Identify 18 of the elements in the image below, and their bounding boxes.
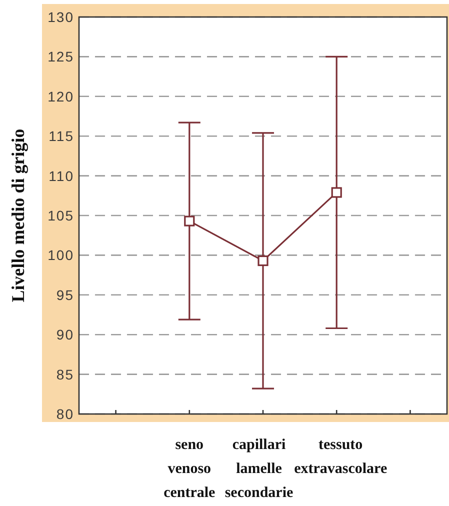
y-tick-label: 105: [48, 208, 74, 224]
y-tick-label: 130: [48, 9, 74, 26]
point: [258, 255, 268, 266]
x-tick-label: tessuto extravascolare: [294, 437, 388, 477]
x-tick-label: seno venoso centrale: [164, 437, 216, 501]
point: [331, 187, 342, 198]
y-tick-label: 90: [56, 326, 74, 343]
y-tick-label: 120: [48, 88, 74, 104]
y-tick-label: 100: [48, 247, 74, 264]
y-axis-title: Livello medio di grigio: [8, 128, 28, 302]
y-tick-label: 85: [56, 366, 74, 382]
y-tick-label: 125: [48, 48, 74, 65]
point: [184, 216, 195, 226]
y-tick-label: 115: [48, 128, 74, 144]
x-tick-label: capillari lamelle secondarie: [224, 437, 294, 501]
y-tick-label: 80: [56, 406, 74, 422]
y-tick-label: 95: [56, 286, 74, 303]
y-tick-label: 110: [48, 168, 74, 184]
